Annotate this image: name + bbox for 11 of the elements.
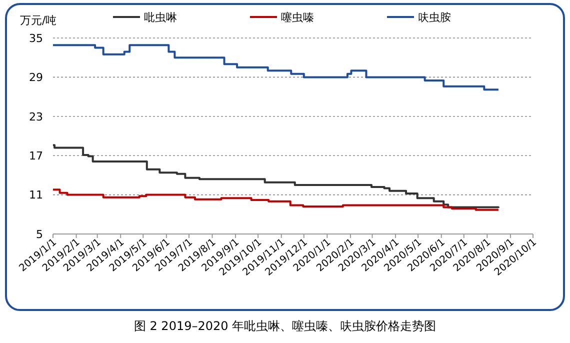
legend-label: 呋虫胺 (418, 10, 451, 24)
text: 图 2 2019–2020 年吡虫啉、噻虫嗪、呋虫胺价格走势图 (134, 319, 436, 333)
y-tick-label: 11 (29, 188, 43, 202)
y-tick-label: 29 (29, 71, 43, 84)
legend-label: 噻虫嗪 (281, 10, 314, 24)
y-tick-label: 17 (29, 149, 43, 162)
y-tick-label: 35 (29, 32, 43, 45)
y-axis-title: 万元/吨 (20, 14, 57, 27)
y-tick-label: 23 (29, 110, 43, 124)
y-tick-label: 5 (36, 228, 43, 241)
legend-label: 吡虫啉 (144, 10, 177, 24)
